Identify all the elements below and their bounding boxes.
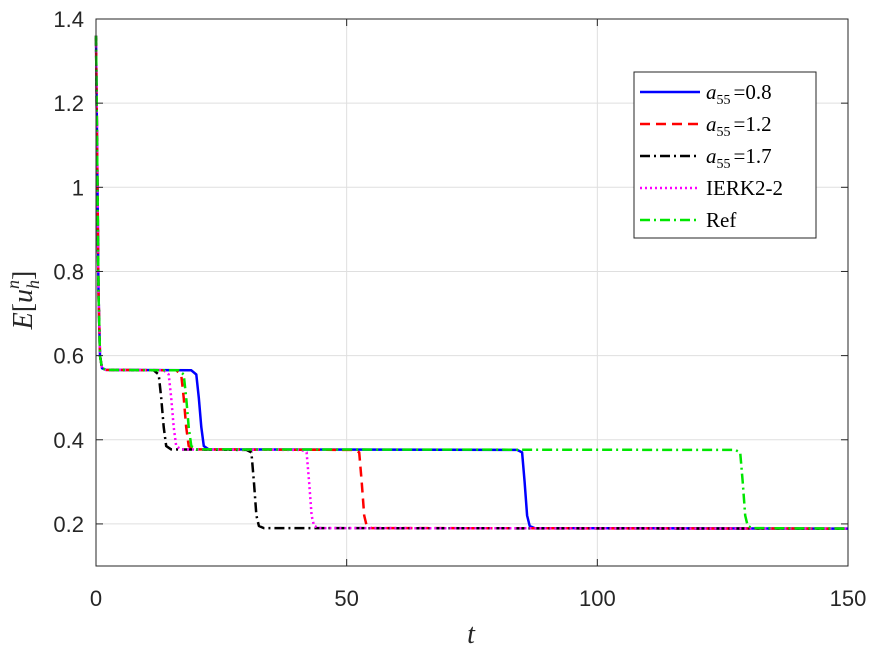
legend-entry: a55 =1.7	[706, 144, 772, 172]
series-line-2	[94, 35, 849, 530]
series-line-4	[94, 35, 849, 530]
x-tick-label: 0	[90, 586, 102, 611]
legend-entry: Ref	[706, 208, 736, 232]
legend-entry: a55 =0.8	[706, 80, 772, 108]
y-tick-label: 0.6	[53, 344, 84, 369]
y-axis-label: E[uhn]	[3, 271, 43, 331]
y-label-u: u	[8, 289, 39, 303]
series-line-1	[94, 35, 849, 530]
x-tick-label: 50	[334, 586, 358, 611]
legend-entry: IERK2-2	[706, 176, 783, 200]
legend-entry: a55 =1.2	[706, 112, 772, 140]
x-tick-label: 100	[579, 586, 616, 611]
y-tick-label: 1	[72, 175, 84, 200]
ticks: 0 50 100 150 0.2 0.4 0.6 0.8 1 1.2 1.4	[53, 7, 866, 611]
y-tick-label: 0.8	[53, 259, 84, 284]
x-tick-label: 150	[830, 586, 867, 611]
x-axis-label: t	[467, 619, 476, 650]
y-label-n: n	[3, 280, 23, 289]
y-label-e: E	[8, 312, 39, 330]
y-tick-label: 1.2	[53, 91, 84, 116]
legend: a55 =0.8 a55 =1.2 a55 =1.7 IERK2-2 Ref	[633, 71, 817, 239]
y-tick-label: 1.4	[53, 7, 84, 32]
y-label-h: h	[23, 280, 43, 289]
y-tick-label: 0.4	[53, 428, 84, 453]
plot-frame	[95, 18, 849, 567]
y-tick-label: 0.2	[53, 512, 84, 537]
svg-text:E[uhn]: E[uhn]	[3, 271, 43, 331]
